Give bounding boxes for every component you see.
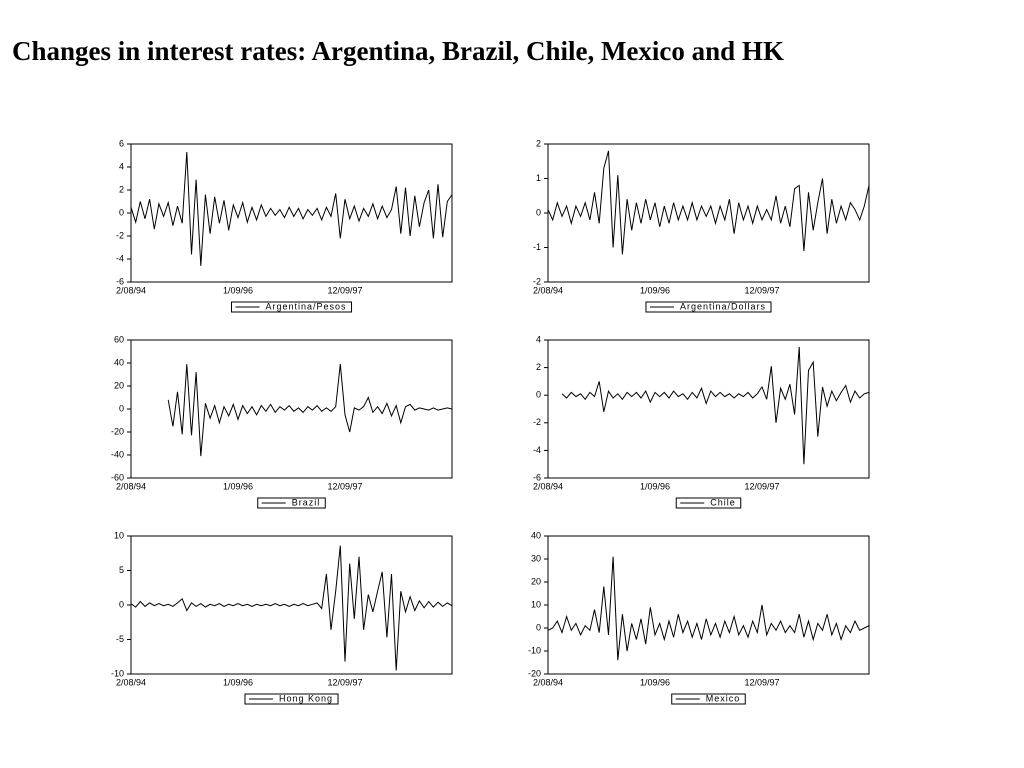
plot-frame: [547, 339, 870, 479]
x-tick-label: 12/09/97: [744, 285, 779, 295]
y-tick-label: 0: [536, 390, 541, 400]
x-tick-label: 1/09/96: [640, 481, 670, 491]
y-tick-label: 5: [119, 565, 124, 575]
x-tick-label: 1/09/96: [223, 481, 253, 491]
legend-box: [645, 301, 772, 313]
x-tick-label: 12/09/97: [744, 677, 779, 687]
y-tick-label: 10: [531, 599, 541, 609]
y-tick-label: 60: [114, 334, 124, 344]
legend-box: [230, 301, 353, 313]
y-tick-label: 10: [114, 530, 124, 540]
y-tick-label: -2: [533, 417, 541, 427]
line: [547, 150, 870, 255]
x-tick-label: 2/08/94: [116, 481, 146, 491]
x-tick-label: 2/08/94: [116, 285, 146, 295]
x-tick-label: 12/09/97: [744, 481, 779, 491]
y-tick-label: 0: [536, 207, 541, 217]
y-tick-label: -20: [528, 668, 541, 678]
y-tick-label: -5: [116, 634, 124, 644]
y-tick-label: 4: [536, 334, 541, 344]
legend-label: Chile: [710, 497, 736, 507]
y-tick-label: -40: [111, 449, 124, 459]
legend-box: [244, 693, 339, 705]
y-tick-label: 0: [119, 207, 124, 217]
line: [547, 556, 870, 661]
x-tick-label: 2/08/94: [533, 677, 563, 687]
plot-frame: [547, 143, 870, 283]
y-tick-label: 2: [119, 184, 124, 194]
y-tick-label: 20: [114, 380, 124, 390]
y-tick-label: 40: [531, 530, 541, 540]
legend-box: [675, 497, 742, 509]
x-tick-label: 2/08/94: [116, 677, 146, 687]
y-tick-label: -60: [111, 472, 124, 482]
line: [130, 545, 453, 671]
y-tick-label: 20: [531, 576, 541, 586]
x-tick-label: 1/09/96: [223, 285, 253, 295]
legend-label: Brazil: [292, 497, 321, 507]
legend-box: [257, 497, 326, 509]
line: [561, 346, 870, 465]
legend-box: [671, 693, 746, 705]
y-tick-label: -10: [111, 668, 124, 678]
x-tick-label: 2/08/94: [533, 481, 563, 491]
y-tick-label: -2: [533, 276, 541, 286]
x-tick-label: 1/09/96: [640, 285, 670, 295]
x-tick-label: 2/08/94: [533, 285, 563, 295]
y-tick-label: -6: [116, 276, 124, 286]
x-tick-label: 1/09/96: [640, 677, 670, 687]
legend-label: Hong Kong: [279, 693, 333, 703]
legend-label: Argentina/Dollars: [680, 301, 766, 311]
y-tick-label: 30: [531, 553, 541, 563]
x-tick-label: 1/09/96: [223, 677, 253, 687]
y-tick-label: 0: [119, 599, 124, 609]
y-tick-label: 2: [536, 138, 541, 148]
y-tick-label: -1: [533, 242, 541, 252]
slide-title: Changes in interest rates: Argentina, Br…: [12, 36, 784, 66]
y-tick-label: 0: [119, 403, 124, 413]
y-tick-label: -4: [533, 445, 541, 455]
legend-label: Mexico: [706, 693, 741, 703]
line: [130, 151, 453, 266]
y-tick-label: -6: [533, 472, 541, 482]
x-tick-label: 12/09/97: [327, 677, 362, 687]
y-tick-label: 40: [114, 357, 124, 367]
y-tick-label: -4: [116, 253, 124, 263]
x-tick-label: 12/09/97: [327, 481, 362, 491]
y-tick-label: -2: [116, 230, 124, 240]
y-tick-label: 4: [119, 161, 124, 171]
y-tick-label: 6: [119, 138, 124, 148]
y-tick-label: -10: [528, 645, 541, 655]
line: [167, 364, 453, 457]
legend-label: Argentina/Pesos: [265, 301, 346, 311]
y-tick-label: -20: [111, 426, 124, 436]
x-tick-label: 12/09/97: [327, 285, 362, 295]
y-tick-label: 2: [536, 362, 541, 372]
y-tick-label: 1: [536, 173, 541, 183]
plot-frame: [547, 535, 870, 675]
y-tick-label: 0: [536, 622, 541, 632]
